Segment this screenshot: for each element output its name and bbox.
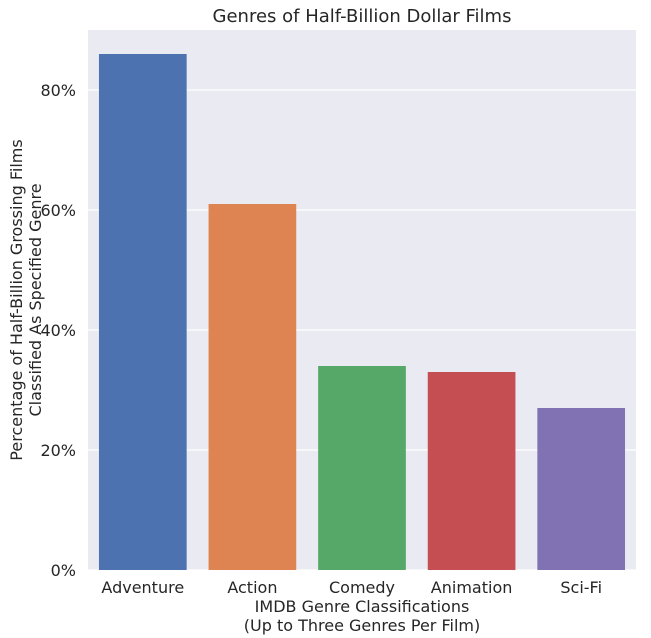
bar-animation (427, 372, 516, 570)
chart-title: Genres of Half-Billion Dollar Films (213, 6, 512, 27)
x-tick-label: Adventure (101, 578, 184, 597)
y-axis-label-line: Classified As Specified Genre (26, 183, 45, 416)
x-axis-label-line: (Up to Three Genres Per Film) (244, 616, 480, 635)
x-axis-ticks: Adventure Action Comedy Animation Sci-Fi (101, 578, 602, 597)
bar-adventure (98, 54, 187, 570)
x-tick-label: Sci-Fi (560, 578, 602, 597)
y-tick-label: 0% (51, 561, 76, 580)
x-axis-label: IMDB Genre Classifications (Up to Three G… (244, 597, 480, 635)
y-axis-label: Percentage of Half-Billion Grossing Film… (7, 139, 45, 460)
x-tick-label: Animation (431, 578, 513, 597)
y-tick-label: 60% (40, 201, 76, 220)
y-axis-ticks: 0% 20% 40% 60% 80% (40, 81, 76, 580)
x-axis-label-line: IMDB Genre Classifications (255, 597, 470, 616)
y-axis-label-line: Percentage of Half-Billion Grossing Film… (7, 139, 26, 460)
x-tick-label: Action (227, 578, 277, 597)
y-tick-label: 40% (40, 321, 76, 340)
bar-action (208, 204, 297, 570)
bar-sci-fi (537, 408, 626, 570)
y-tick-label: 20% (40, 441, 76, 460)
x-tick-label: Comedy (329, 578, 395, 597)
y-tick-label: 80% (40, 81, 76, 100)
bars (98, 54, 626, 570)
bar-comedy (318, 366, 406, 570)
